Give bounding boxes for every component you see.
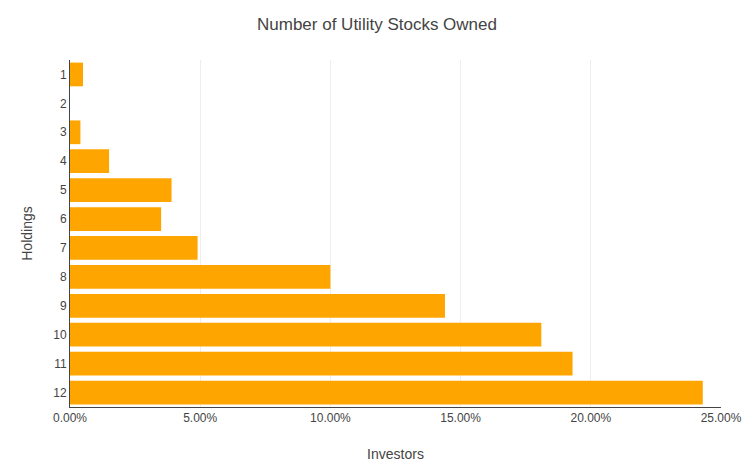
svg-text:5.00%: 5.00% xyxy=(183,411,217,425)
svg-text:2: 2 xyxy=(60,97,67,111)
svg-text:11: 11 xyxy=(54,357,67,371)
svg-text:Holdings: Holdings xyxy=(19,206,35,260)
svg-text:10: 10 xyxy=(53,328,67,342)
svg-text:9: 9 xyxy=(60,299,67,313)
svg-text:15.00%: 15.00% xyxy=(440,411,481,425)
svg-text:20.00%: 20.00% xyxy=(570,411,611,425)
svg-text:Investors: Investors xyxy=(367,446,424,462)
svg-text:0.00%: 0.00% xyxy=(53,411,87,425)
svg-text:3: 3 xyxy=(60,125,67,139)
svg-text:1: 1 xyxy=(60,68,67,82)
svg-text:8: 8 xyxy=(60,270,67,284)
svg-text:7: 7 xyxy=(60,241,67,255)
svg-text:10.00%: 10.00% xyxy=(310,411,351,425)
svg-text:4: 4 xyxy=(60,154,67,168)
svg-text:25.00%: 25.00% xyxy=(701,411,742,425)
svg-text:12: 12 xyxy=(53,386,67,400)
svg-text:5: 5 xyxy=(60,183,67,197)
svg-text:6: 6 xyxy=(60,212,67,226)
svg-text:Number of Utility Stocks Owned: Number of Utility Stocks Owned xyxy=(257,15,497,34)
